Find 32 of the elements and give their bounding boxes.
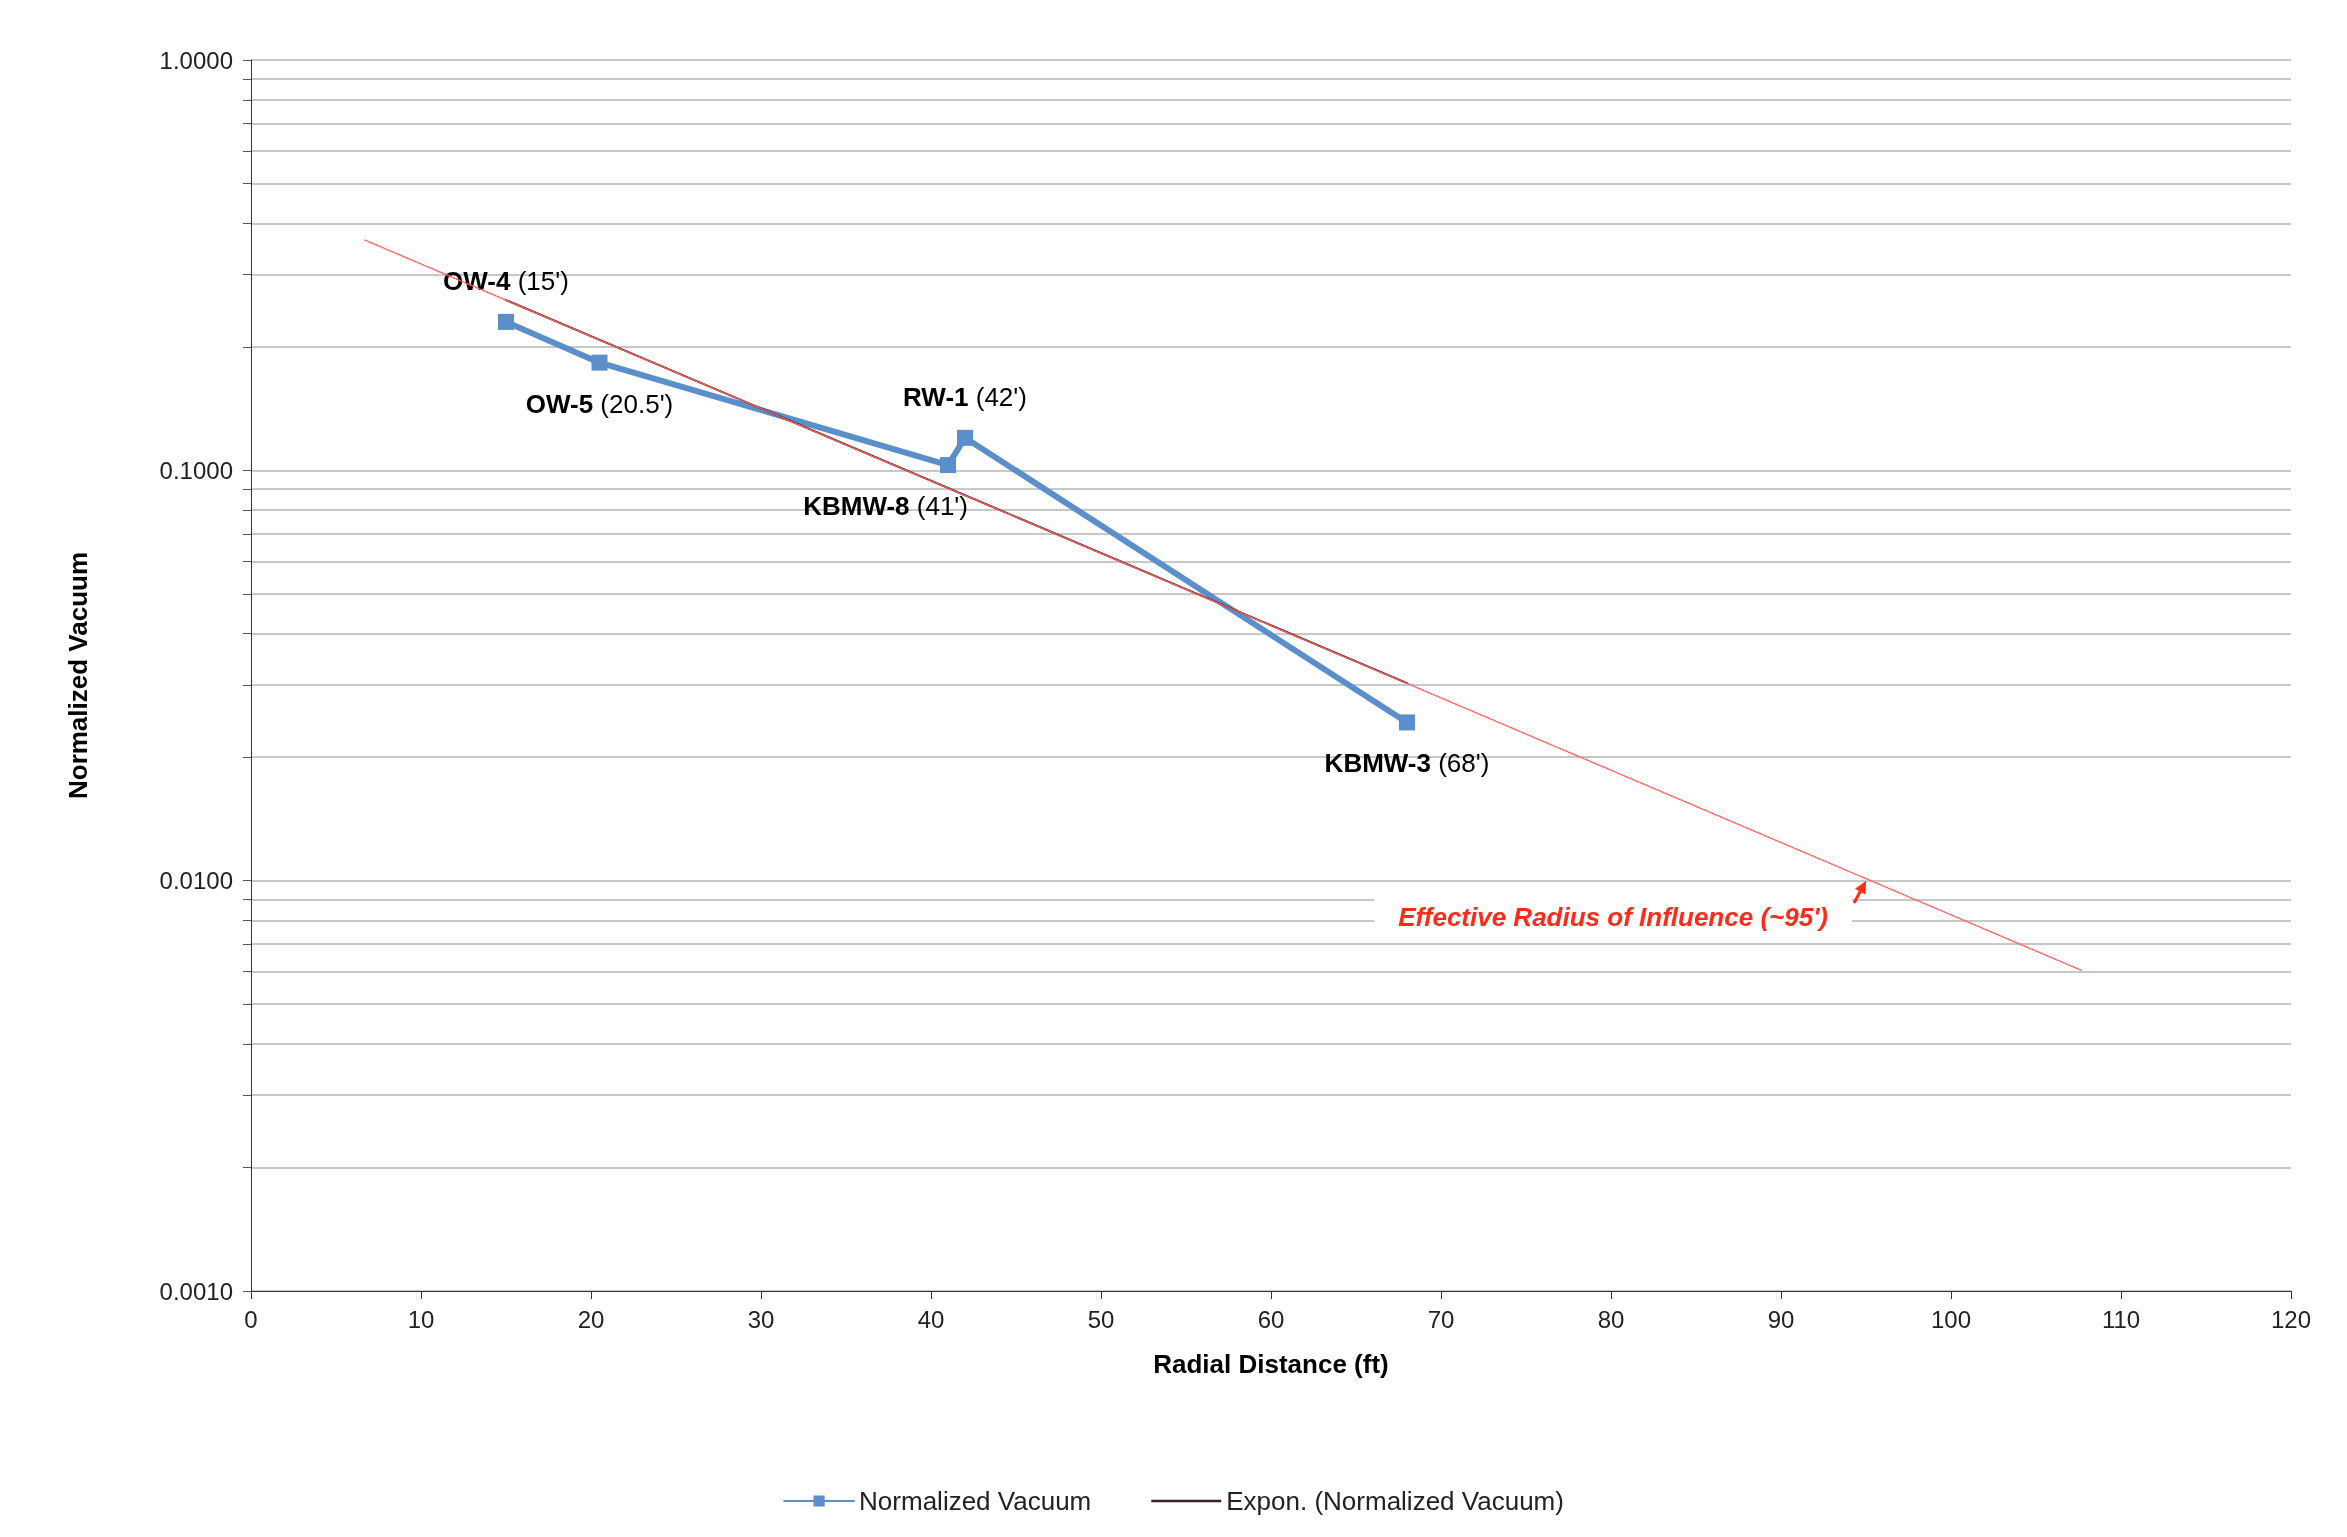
x-axis-title: Radial Distance (ft): [1153, 1349, 1389, 1379]
x-tick-label: 90: [1767, 1305, 1795, 1333]
x-tick-label: 60: [1257, 1305, 1285, 1333]
x-tick-label: 110: [2101, 1305, 2141, 1333]
x-tick-label: 120: [2270, 1305, 2312, 1333]
y-tick-label: 0.0010: [159, 1277, 233, 1305]
x-tick-label: 70: [1427, 1305, 1455, 1333]
x-tick-label: 10: [407, 1305, 435, 1333]
y-tick-label: 0.0100: [159, 867, 233, 895]
x-tick-label: 30: [747, 1305, 775, 1333]
y-axis-title: Normalized Vacuum: [63, 551, 93, 800]
legend-label: Expon. (Normalized Vacuum): [1226, 1486, 1564, 1516]
point: [498, 313, 514, 330]
y-tick-label: 0.1000: [159, 456, 233, 484]
y-tick-label: 1.0000: [159, 46, 233, 74]
legend-label: Normalized Vacuum: [859, 1486, 1092, 1516]
annotation: KBMW-8 (41'): [803, 491, 969, 522]
point: [957, 429, 973, 446]
x-tick-label: 100: [1930, 1305, 1972, 1333]
point: [940, 457, 956, 474]
annotation: KBMW-3 (68'): [1324, 748, 1490, 779]
x-tick-label: 0: [244, 1305, 258, 1333]
x-tick-label: 80: [1597, 1305, 1625, 1333]
annotation: OW-4 (15'): [443, 265, 569, 296]
point: [591, 354, 608, 371]
point: [1399, 714, 1415, 731]
x-tick-label: 20: [577, 1305, 605, 1333]
annotation: RW-1 (42'): [903, 381, 1027, 412]
annotation: Effective Radius of Influence (~95'): [1398, 901, 1828, 932]
x-tick-label: 40: [917, 1305, 945, 1333]
annotation: OW-5 (20.5'): [525, 388, 674, 419]
x-tick-label: 50: [1087, 1305, 1115, 1333]
